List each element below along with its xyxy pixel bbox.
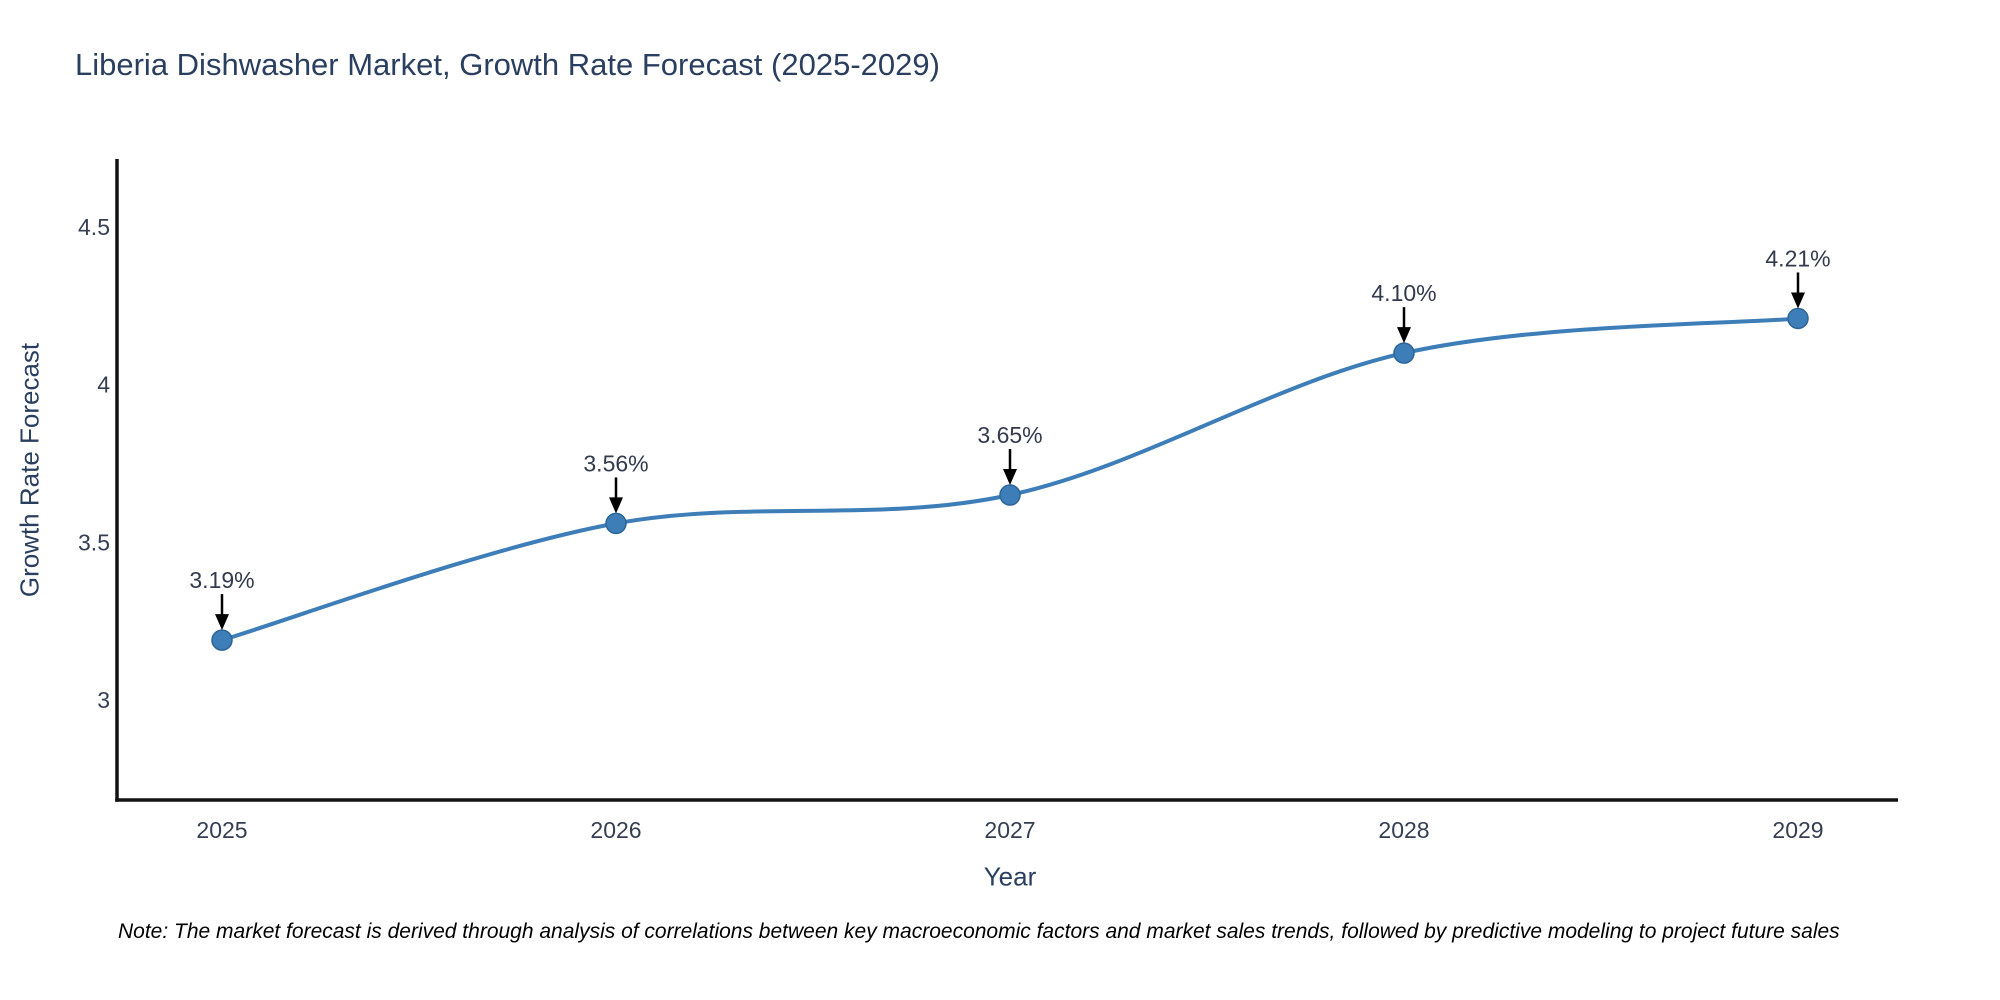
y-tick-label: 3 [97, 687, 110, 713]
y-tick-label: 4 [97, 372, 110, 398]
y-tick-label: 4.5 [78, 214, 110, 240]
x-tick-label: 2027 [984, 817, 1035, 843]
data-point-label: 3.19% [189, 567, 254, 593]
annotation-arrowhead-icon [215, 614, 229, 631]
x-tick-label: 2026 [590, 817, 641, 843]
annotation-arrowhead-icon [1397, 327, 1411, 344]
annotation-arrowhead-icon [1003, 469, 1017, 486]
chart-title: Liberia Dishwasher Market, Growth Rate F… [75, 47, 940, 82]
x-axis-title: Year [983, 861, 1037, 892]
data-point-marker [1787, 307, 1809, 330]
data-point-marker [605, 512, 627, 535]
data-point-marker [1393, 342, 1415, 364]
data-point-marker [211, 629, 233, 651]
x-tick-label: 2029 [1772, 817, 1823, 843]
data-point-marker [999, 484, 1021, 506]
x-tick-label: 2028 [1378, 817, 1429, 843]
x-tick-label: 2025 [196, 817, 247, 843]
data-point-label: 4.21% [1765, 245, 1830, 271]
data-point-label: 4.10% [1371, 280, 1436, 306]
methodology-note: Note: The market forecast is derived thr… [118, 920, 1840, 943]
data-point-label: 3.56% [583, 450, 648, 476]
annotation-arrowhead-icon [609, 497, 623, 514]
data-point-label: 3.65% [977, 422, 1042, 448]
y-tick-label: 3.5 [78, 529, 110, 555]
annotation-arrowhead-icon [1791, 292, 1805, 309]
